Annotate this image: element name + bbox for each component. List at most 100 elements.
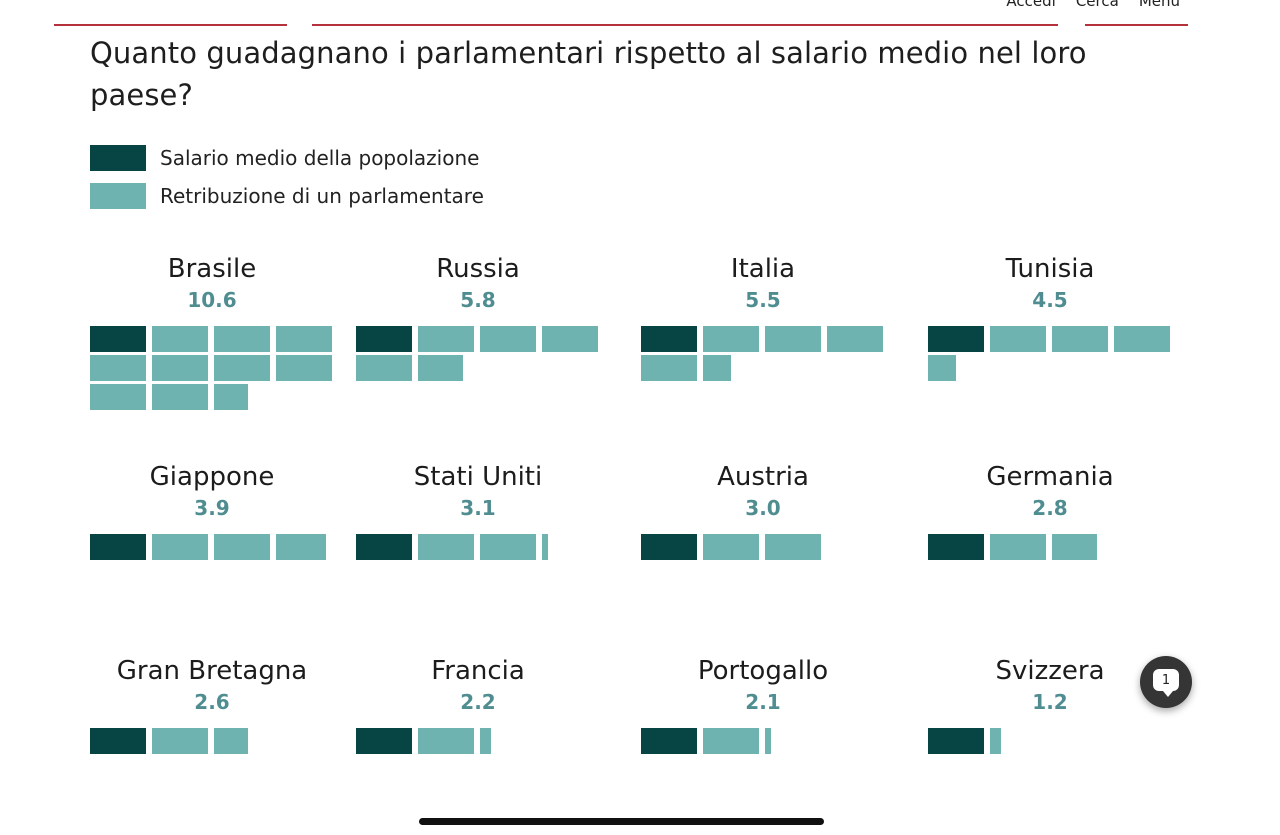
ratio-label: 3.0 [745,496,781,520]
waffle-cell-mp [765,326,821,352]
ratio-label: 4.5 [1032,288,1068,312]
country-name: Portogallo [697,656,829,686]
waffle-cell-mp [418,326,474,352]
waffle-cell-partial [1052,534,1097,560]
waffle-grid [356,326,616,426]
waffle-cell-mp [990,326,1046,352]
waffle-cell-mp [90,355,146,381]
waffle-grid [928,534,1188,634]
country-name: Gran Bretagna [116,656,308,686]
waffle-cell-mp [418,534,474,560]
waffle-cell-mp [1114,326,1170,352]
ratio-label: 2.1 [745,690,781,714]
waffle-cell-salary [90,534,146,560]
ratio-label: 2.2 [460,690,496,714]
waffle-cell-mp [827,326,883,352]
waffle-grid [356,534,616,634]
waffle-cell-mp [152,534,208,560]
ratio-label: 3.1 [460,496,496,520]
waffle-grid [90,534,350,634]
legend-label-salary: Salario medio della popolazione [160,146,480,170]
waffle-cell-mp [276,355,332,381]
country-name: Stati Uniti [413,462,543,492]
country-name: Francia [431,656,525,686]
waffle-cell-partial [990,728,1001,754]
ratio-label: 5.5 [745,288,781,312]
waffle-cell-mp [703,326,759,352]
country-name: Svizzera [995,656,1105,686]
waffle-cell-salary [90,326,146,352]
home-indicator [419,818,824,825]
top-nav: Accedi Cerca Menu [1006,0,1180,10]
waffle-cell-salary [641,728,697,754]
waffle-cell-partial [703,355,731,381]
ratio-label: 10.6 [187,288,237,312]
nav-link-menu[interactable]: Menu [1138,0,1180,10]
waffle-grid [641,534,901,634]
comment-count: 1 [1153,669,1179,697]
waffle-cell-mp [765,534,821,560]
waffle-cell-mp [214,326,270,352]
legend-item-salary: Salario medio della popolazione [90,145,479,171]
waffle-grid [90,326,350,426]
country-name: Giappone [149,462,275,492]
country-name: Brasile [167,254,257,284]
nav-divider-left [54,24,287,26]
legend-label-mp: Retribuzione di un parlamentare [160,184,484,208]
waffle-grid [356,728,616,828]
legend-swatch-salary [90,145,146,171]
waffle-cell-mp [214,534,270,560]
waffle-cell-salary [356,728,412,754]
country-name: Russia [436,254,520,284]
waffle-cell-salary [356,326,412,352]
legend-swatch-mp [90,183,146,209]
waffle-cell-mp [1052,326,1108,352]
waffle-cell-partial [542,534,548,560]
waffle-cell-mp [703,534,759,560]
waffle-cell-mp [480,326,536,352]
waffle-cell-mp [480,534,536,560]
ratio-label: 1.2 [1032,690,1068,714]
waffle-cell-mp [90,384,146,410]
waffle-cell-salary [641,534,697,560]
waffle-cell-salary [928,728,984,754]
waffle-cell-partial [214,728,248,754]
nav-divider-right [1085,24,1188,26]
waffle-cell-mp [703,728,759,754]
waffle-cell-salary [928,534,984,560]
waffle-cell-mp [990,534,1046,560]
ratio-label: 3.9 [194,496,230,520]
waffle-cell-mp [214,355,270,381]
waffle-cell-salary [90,728,146,754]
waffle-cell-mp [152,728,208,754]
waffle-cell-partial [765,728,771,754]
waffle-cell-mp [418,728,474,754]
waffle-cell-mp [152,384,208,410]
waffle-grid [641,728,901,828]
waffle-cell-mp [276,326,332,352]
waffle-cell-mp [152,355,208,381]
waffle-grid [90,728,350,828]
nav-link-accedi[interactable]: Accedi [1006,0,1056,10]
country-name: Germania [986,462,1114,492]
waffle-cell-partial [480,728,491,754]
waffle-grid [928,728,1188,828]
nav-link-cerca[interactable]: Cerca [1075,0,1119,10]
waffle-cell-mp [152,326,208,352]
waffle-cell-partial [928,355,956,381]
nav-divider-center [312,24,1058,26]
country-name: Tunisia [1005,254,1095,284]
waffle-cell-salary [928,326,984,352]
waffle-cell-partial [418,355,463,381]
comments-button[interactable]: 1 [1140,656,1192,708]
waffle-cell-mp [356,355,412,381]
legend-item-mp: Retribuzione di un parlamentare [90,183,484,209]
ratio-label: 2.6 [194,690,230,714]
waffle-cell-partial [214,384,248,410]
waffle-cell-salary [641,326,697,352]
chart-title: Quanto guadagnano i parlamentari rispett… [90,36,1087,112]
ratio-label: 2.8 [1032,496,1068,520]
waffle-cell-partial [276,534,326,560]
country-name: Austria [717,462,809,492]
ratio-label: 5.8 [460,288,496,312]
